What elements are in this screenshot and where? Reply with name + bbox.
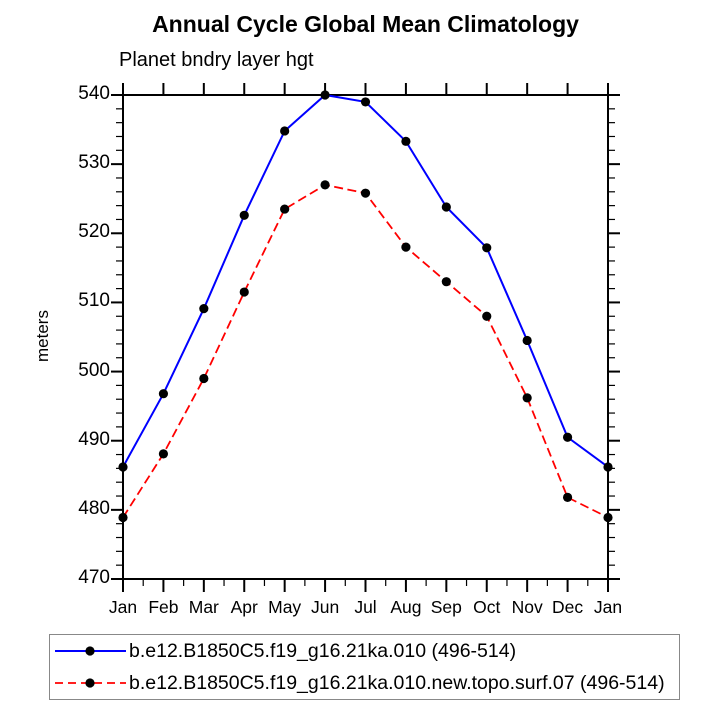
y-tick-label: 520 [78, 221, 110, 243]
legend-item: b.e12.B1850C5.f19_g16.21ka.010.new.topo.… [50, 667, 679, 699]
data-point-marker [401, 242, 411, 252]
legend-line-sample [55, 646, 126, 656]
x-tick-label: Jan [108, 597, 138, 617]
legend-line-sample [55, 678, 126, 688]
legend-item-label: b.e12.B1850C5.f19_g16.21ka.010.new.topo.… [129, 671, 665, 694]
data-point-marker [603, 512, 613, 523]
chart-title: Annual Cycle Global Mean Climatology [152, 11, 579, 37]
data-point-marker [441, 202, 451, 212]
x-tick-label: Jan [593, 597, 623, 617]
series-line-0 [122, 93, 609, 468]
data-point-marker [441, 277, 451, 287]
data-point-marker [360, 188, 371, 198]
legend-item-label: b.e12.B1850C5.f19_g16.21ka.010 (496-514) [129, 639, 517, 662]
plot-frame [122, 94, 609, 580]
legend-box: b.e12.B1850C5.f19_g16.21ka.010 (496-514)… [49, 634, 680, 700]
x-tick-label: Aug [390, 597, 422, 617]
x-tick-label: Nov [511, 597, 543, 617]
legend-item: b.e12.B1850C5.f19_g16.21ka.010 (496-514) [50, 635, 679, 667]
data-point-marker [239, 210, 249, 220]
data-point-marker [118, 462, 128, 472]
x-tick-label: Apr [230, 597, 258, 617]
data-point-marker [482, 243, 492, 253]
data-point-marker [320, 90, 330, 100]
x-tick-label: Oct [473, 597, 501, 617]
data-point-marker [482, 311, 492, 321]
legend-marker-dot [85, 678, 95, 688]
chart-subtitle: Planet bndry layer hgt [119, 49, 314, 71]
data-point-marker [118, 512, 128, 523]
x-tick-label: Mar [188, 597, 219, 617]
y-tick-label: 480 [78, 497, 110, 519]
data-point-marker [562, 492, 573, 503]
data-point-marker [603, 462, 613, 472]
data-point-marker [360, 97, 371, 107]
data-point-marker [522, 335, 532, 346]
data-point-marker [199, 373, 209, 384]
y-tick-label: 500 [78, 359, 110, 381]
y-tick-label: 470 [78, 567, 110, 588]
x-tick-label: Sep [430, 597, 462, 617]
x-tick-label: Feb [148, 597, 179, 617]
data-point-marker [199, 304, 209, 314]
data-point-marker [522, 393, 532, 403]
y-tick-label: 510 [78, 290, 110, 312]
y-axis-label: meters [33, 310, 52, 362]
series-line-1 [122, 183, 609, 519]
x-tick-label: Dec [552, 597, 584, 617]
legend-marker-dot [85, 646, 95, 656]
data-point-marker [562, 432, 573, 442]
data-point-marker [320, 180, 330, 190]
data-point-marker [239, 287, 249, 297]
y-tick-label: 540 [78, 83, 110, 104]
y-tick-label: 530 [78, 152, 110, 174]
data-point-marker [280, 204, 290, 214]
x-tick-label: Jul [354, 597, 377, 617]
data-point-marker [158, 389, 169, 399]
x-tick-label: May [268, 597, 302, 617]
data-point-marker [401, 136, 411, 146]
data-point-marker [280, 126, 290, 136]
data-point-marker [158, 449, 169, 459]
x-tick-label: Jun [310, 597, 340, 617]
y-tick-label: 490 [78, 428, 110, 450]
